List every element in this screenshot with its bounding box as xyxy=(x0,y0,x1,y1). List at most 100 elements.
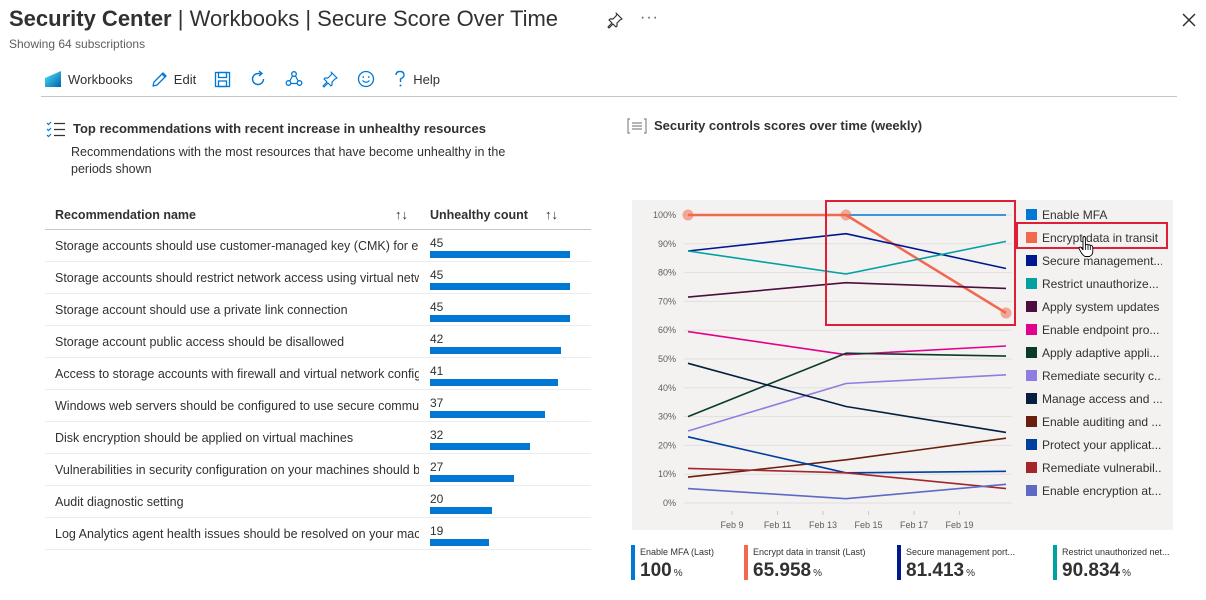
help-button[interactable]: Help xyxy=(393,66,440,92)
save-button[interactable] xyxy=(214,66,231,92)
table-row[interactable]: Storage account public access should be … xyxy=(45,326,591,358)
legend-label: Remediate vulnerabil... xyxy=(1042,460,1162,475)
tile-value-row: 65.958% xyxy=(753,560,866,582)
tile-label: Enable MFA (Last) xyxy=(640,547,715,557)
workbooks-button[interactable]: Workbooks xyxy=(44,66,133,92)
pin-icon[interactable] xyxy=(606,11,624,29)
legend-label: Manage access and ... xyxy=(1042,391,1162,406)
tile-color-stripe xyxy=(744,545,748,580)
legend-item[interactable]: Manage access and ... xyxy=(1026,387,1166,410)
tile-unit: % xyxy=(673,568,683,579)
series-point xyxy=(840,209,852,221)
unhealthy-count-bar xyxy=(430,379,558,386)
share-button[interactable] xyxy=(285,66,303,92)
unhealthy-count: 42 xyxy=(430,332,444,346)
table-row[interactable]: Access to storage accounts with firewall… xyxy=(45,358,591,390)
recommendation-name[interactable]: Vulnerabilities in security configuratio… xyxy=(55,463,419,477)
more-options-button[interactable]: ··· xyxy=(640,9,659,26)
title-workbook-name: Secure Score Over Time xyxy=(317,6,559,31)
workbooks-label: Workbooks xyxy=(68,71,133,87)
title-security-center: Security Center xyxy=(9,6,172,31)
legend-swatch xyxy=(1026,485,1037,496)
y-tick-label: 20% xyxy=(658,440,676,450)
pin-to-dashboard-button[interactable] xyxy=(321,66,339,92)
hand-cursor-icon xyxy=(1078,236,1094,257)
legend-label: Apply adaptive appli... xyxy=(1042,345,1160,360)
legend-swatch xyxy=(1026,278,1037,289)
legend-item[interactable]: Apply system updates xyxy=(1026,295,1166,318)
table-row[interactable]: Log Analytics agent health issues should… xyxy=(45,518,591,550)
recommendation-name[interactable]: Storage accounts should use customer-man… xyxy=(55,239,419,253)
highlight-box-chart xyxy=(825,200,1016,326)
series-line xyxy=(687,467,1007,490)
tile-label: Secure management port... xyxy=(906,547,1016,557)
legend-item[interactable]: Enable auditing and ... xyxy=(1026,410,1166,433)
recommendation-name[interactable]: Audit diagnostic setting xyxy=(55,495,184,509)
chart-legend: Enable MFA Encrypt data in transit Secure … xyxy=(1026,203,1166,502)
legend-swatch xyxy=(1026,439,1037,450)
legend-item[interactable]: Restrict unauthorize... xyxy=(1026,272,1166,295)
table-row[interactable]: Audit diagnostic setting 20 xyxy=(45,486,591,518)
y-tick-label: 40% xyxy=(658,383,676,393)
edit-button[interactable]: Edit xyxy=(151,66,196,92)
legend-item[interactable]: Enable encryption at... xyxy=(1026,479,1166,502)
recommendation-name[interactable]: Disk encryption should be applied on vir… xyxy=(55,431,354,445)
summary-tile: Enable MFA (Last) 100% xyxy=(631,545,715,581)
legend-label: Protect your applicat... xyxy=(1042,437,1162,452)
recommendation-name[interactable]: Windows web servers should be configured… xyxy=(55,399,419,413)
x-tick-label: Feb 15 xyxy=(854,520,882,530)
x-tick-label: Feb 13 xyxy=(809,520,837,530)
legend-label: Apply system updates xyxy=(1042,299,1160,314)
column-header-unhealthy-count[interactable]: Unhealthy count xyxy=(430,208,528,222)
table-row[interactable]: Storage accounts should restrict network… xyxy=(45,262,591,294)
legend-item[interactable]: Secure management... xyxy=(1026,249,1166,272)
unhealthy-count-bar xyxy=(430,347,561,354)
pencil-icon xyxy=(152,71,167,87)
legend-label: Secure management... xyxy=(1042,253,1162,268)
series-line xyxy=(687,240,1007,275)
legend-item[interactable]: Remediate security c... xyxy=(1026,364,1166,387)
table-row[interactable]: Storage accounts should use customer-man… xyxy=(45,230,591,262)
legend-item[interactable]: Remediate vulnerabil... xyxy=(1026,456,1166,479)
table-row[interactable]: Storage account should use a private lin… xyxy=(45,294,591,326)
y-tick-label: 60% xyxy=(658,325,676,335)
series-line xyxy=(687,232,1007,270)
refresh-button[interactable] xyxy=(249,66,267,92)
table-row[interactable]: Vulnerabilities in security configuratio… xyxy=(45,454,591,486)
column-header-recommendation[interactable]: Recommendation name xyxy=(55,208,197,222)
recommendation-name[interactable]: Access to storage accounts with firewall… xyxy=(55,367,419,381)
recommendation-name[interactable]: Log Analytics agent health issues should… xyxy=(55,527,419,541)
sort-icon[interactable]: ↑↓ xyxy=(395,207,408,222)
unhealthy-count-bar xyxy=(430,411,545,418)
tile-unit: % xyxy=(1122,568,1132,579)
legend-item[interactable]: Apply adaptive appli... xyxy=(1026,341,1166,364)
recommendation-name[interactable]: Storage account public access should be … xyxy=(55,335,345,349)
table-row[interactable]: Disk encryption should be applied on vir… xyxy=(45,422,591,454)
legend-item[interactable]: Enable MFA xyxy=(1026,203,1166,226)
legend-item[interactable]: Enable endpoint pro... xyxy=(1026,318,1166,341)
close-icon[interactable] xyxy=(1180,11,1198,29)
y-tick-label: 30% xyxy=(658,412,676,422)
sort-icon[interactable]: ↑↓ xyxy=(545,207,558,222)
unhealthy-count: 45 xyxy=(430,268,444,282)
tile-value: 100 xyxy=(640,560,672,581)
feedback-button[interactable] xyxy=(357,66,375,92)
refresh-icon xyxy=(252,70,265,86)
workbooks-icon xyxy=(45,71,61,87)
unhealthy-count: 27 xyxy=(430,460,444,474)
table-row[interactable]: Windows web servers should be configured… xyxy=(45,390,591,422)
y-tick-label: 10% xyxy=(658,469,676,479)
recommendation-name[interactable]: Storage accounts should restrict network… xyxy=(55,271,419,285)
legend-swatch xyxy=(1026,232,1037,243)
unhealthy-count: 41 xyxy=(430,364,444,378)
unhealthy-count-bar xyxy=(430,251,570,258)
tile-color-stripe xyxy=(897,545,901,580)
legend-swatch xyxy=(1026,301,1037,312)
legend-item[interactable]: Protect your applicat... xyxy=(1026,433,1166,456)
recommendation-name[interactable]: Storage account should use a private lin… xyxy=(55,303,348,317)
series-line xyxy=(687,362,1007,434)
x-tick-label: Feb 19 xyxy=(945,520,973,530)
unhealthy-count-bar xyxy=(430,507,492,514)
legend-item[interactable]: Encrypt data in transit xyxy=(1026,226,1166,249)
y-tick-label: 90% xyxy=(658,239,676,249)
